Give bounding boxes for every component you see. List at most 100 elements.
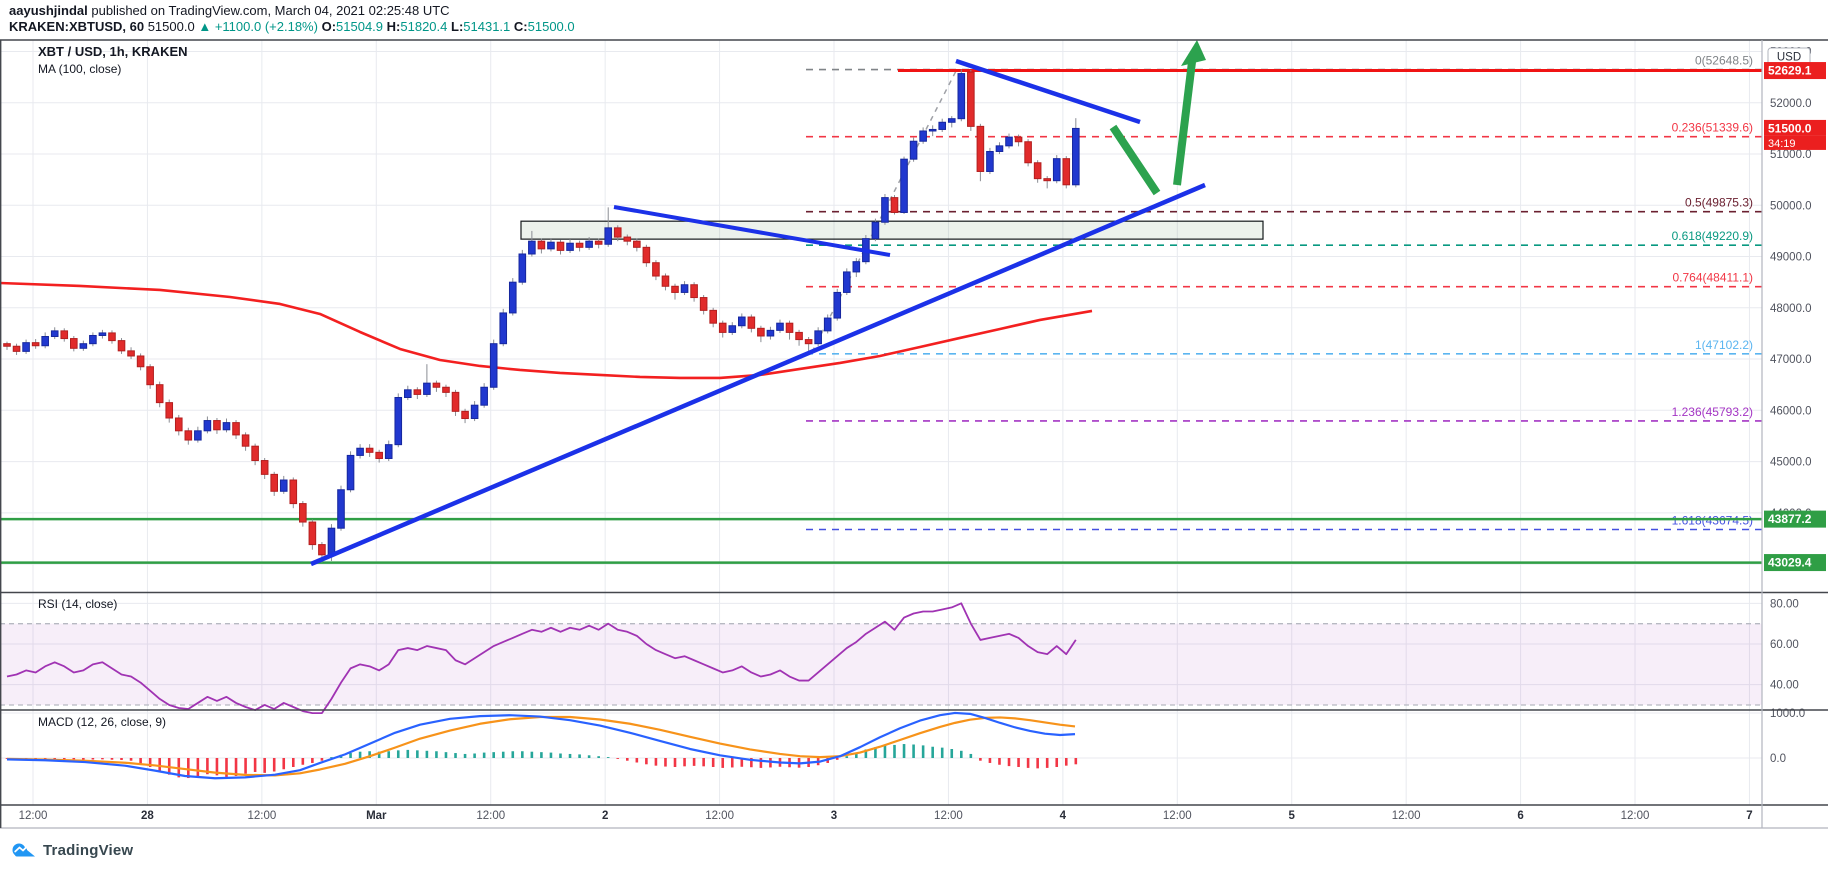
candle[interactable] — [547, 241, 555, 250]
candle[interactable] — [375, 451, 383, 459]
candle[interactable] — [833, 291, 842, 319]
candle[interactable] — [3, 343, 11, 347]
candle[interactable] — [585, 240, 593, 248]
candle[interactable] — [881, 197, 889, 223]
candle[interactable] — [804, 339, 813, 345]
candle[interactable] — [556, 241, 565, 251]
candle[interactable] — [613, 227, 622, 238]
candle[interactable] — [174, 417, 183, 432]
candle[interactable] — [604, 227, 613, 245]
candle[interactable] — [213, 420, 221, 431]
candle[interactable] — [900, 158, 908, 213]
candle[interactable] — [346, 454, 355, 491]
candle[interactable] — [680, 284, 689, 293]
candle[interactable] — [89, 334, 97, 345]
candle[interactable] — [70, 338, 78, 349]
pane-legend-rsi[interactable]: RSI (14, close) — [38, 597, 118, 611]
candle[interactable] — [203, 420, 212, 432]
candle[interactable] — [165, 402, 174, 419]
candle[interactable] — [1072, 127, 1080, 186]
candle[interactable] — [633, 240, 641, 248]
candle[interactable] — [709, 309, 717, 324]
candle[interactable] — [413, 389, 422, 395]
candle[interactable] — [222, 422, 231, 431]
candle[interactable] — [327, 527, 336, 556]
candle[interactable] — [404, 389, 412, 398]
candle[interactable] — [1043, 178, 1051, 182]
candle[interactable] — [757, 327, 765, 337]
candle[interactable] — [279, 479, 288, 492]
candle[interactable] — [919, 130, 927, 142]
candle[interactable] — [842, 271, 851, 293]
candle[interactable] — [976, 125, 985, 172]
candle[interactable] — [98, 332, 107, 336]
candle[interactable] — [136, 355, 145, 368]
candle[interactable] — [79, 343, 88, 349]
candle[interactable] — [489, 343, 498, 388]
candle[interactable] — [251, 445, 259, 462]
candle[interactable] — [814, 330, 822, 345]
candle[interactable] — [890, 197, 899, 213]
candle[interactable] — [776, 322, 784, 331]
candle[interactable] — [852, 261, 861, 273]
candle[interactable] — [1033, 162, 1042, 180]
candle[interactable] — [337, 489, 345, 529]
candle[interactable] — [117, 340, 126, 352]
candle[interactable] — [1005, 136, 1013, 147]
candle[interactable] — [22, 342, 30, 352]
candle[interactable] — [928, 128, 937, 132]
candle[interactable] — [299, 503, 307, 523]
candle[interactable] — [728, 325, 737, 333]
candle[interactable] — [823, 317, 832, 332]
candle[interactable] — [50, 330, 59, 338]
candle[interactable] — [108, 332, 116, 342]
support-zone-box[interactable] — [520, 220, 1264, 240]
candle[interactable] — [442, 386, 450, 393]
candle[interactable] — [60, 330, 69, 340]
pane-legend-symbol[interactable]: XBT / USD, 1h, KRAKEN — [38, 44, 188, 59]
candle[interactable] — [575, 242, 584, 248]
candle[interactable] — [967, 71, 975, 127]
candle[interactable] — [785, 322, 794, 333]
candle[interactable] — [508, 281, 517, 314]
candle[interactable] — [384, 444, 393, 459]
candle[interactable] — [365, 447, 374, 453]
candle[interactable] — [480, 386, 488, 406]
candle[interactable] — [1014, 136, 1023, 143]
candle[interactable] — [871, 221, 880, 240]
candle[interactable] — [718, 322, 727, 333]
candle[interactable] — [461, 410, 469, 420]
candle[interactable] — [12, 345, 21, 352]
candle[interactable] — [986, 150, 994, 172]
candle[interactable] — [1052, 158, 1061, 182]
candle[interactable] — [318, 544, 326, 556]
candle[interactable] — [623, 236, 632, 242]
candle[interactable] — [661, 275, 670, 287]
pane-legend-ma[interactable]: MA (100, close) — [38, 62, 122, 76]
candle[interactable] — [528, 240, 536, 255]
candle[interactable] — [232, 422, 240, 436]
candle[interactable] — [289, 479, 298, 505]
candle[interactable] — [947, 118, 956, 123]
candle[interactable] — [995, 145, 1004, 152]
candle[interactable] — [432, 382, 441, 388]
candle[interactable] — [1024, 141, 1032, 164]
candle[interactable] — [566, 242, 574, 251]
candle[interactable] — [184, 430, 193, 441]
candle[interactable] — [518, 253, 527, 283]
candle[interactable] — [423, 382, 431, 395]
candle[interactable] — [938, 121, 947, 130]
candle[interactable] — [241, 434, 250, 447]
candle[interactable] — [671, 285, 679, 293]
candle[interactable] — [642, 246, 651, 264]
candle[interactable] — [451, 391, 460, 412]
candle[interactable] — [260, 460, 269, 475]
candle[interactable] — [270, 473, 279, 492]
candle[interactable] — [738, 316, 746, 327]
candle[interactable] — [766, 329, 775, 337]
candle[interactable] — [41, 336, 49, 347]
candle[interactable] — [690, 284, 698, 299]
candle[interactable] — [909, 140, 918, 160]
tradingview-footer[interactable]: TradingView — [12, 840, 133, 860]
